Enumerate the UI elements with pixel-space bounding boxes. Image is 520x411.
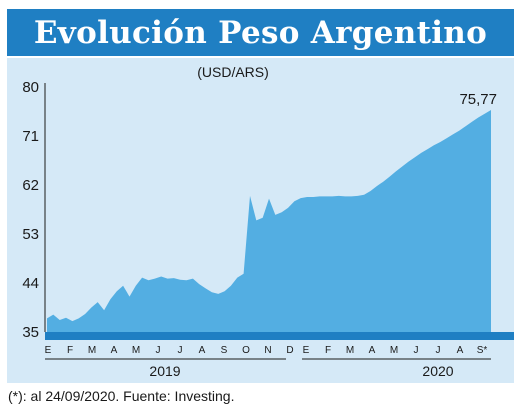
y-tick-label: 35 [22,324,39,341]
y-tick-label: 71 [22,128,39,145]
last-value-label: 75,77 [459,91,497,108]
x-tick-label: A [457,345,464,356]
x-tick-label: A [369,345,376,356]
x-tick-label: M [346,345,354,356]
year-label-2020: 2020 [422,363,453,379]
year-label-2019: 2019 [149,363,180,379]
x-tick-label: E [45,345,52,356]
x-tick-label: A [111,345,118,356]
x-axis-band [45,332,514,340]
chart-subtitle: (USD/ARS) [197,64,269,80]
x-tick-label: O [242,345,250,356]
chart-panel: (USD/ARS) 80 71 62 53 44 35 75,77 E F M A M J J A S O N D E F… [7,58,514,383]
chart-title: Evolución Peso Argentino [33,14,488,51]
x-tick-label: F [67,345,73,356]
x-tick-label: J [436,345,441,356]
y-tick-label: 62 [22,177,39,194]
x-tick-label: J [414,345,419,356]
x-tick-label: S [221,345,228,356]
x-tick-label: D [286,345,293,356]
area-series [47,110,491,332]
x-tick-label: N [264,345,271,356]
x-tick-label: M [132,345,140,356]
y-tick-label: 80 [22,79,39,96]
y-tick-label: 44 [22,275,39,292]
footnote: (*): al 24/09/2020. Fuente: Investing. [8,388,235,404]
y-tick-label: 53 [22,226,39,243]
x-tick-label: S* [477,345,488,356]
x-tick-label: E [303,345,310,356]
x-tick-label: M [390,345,398,356]
title-banner: Evolución Peso Argentino [7,9,514,56]
x-tick-label: J [178,345,183,356]
x-tick-label: F [325,345,331,356]
x-tick-label: A [199,345,206,356]
x-tick-label: M [88,345,96,356]
x-tick-label: J [156,345,161,356]
